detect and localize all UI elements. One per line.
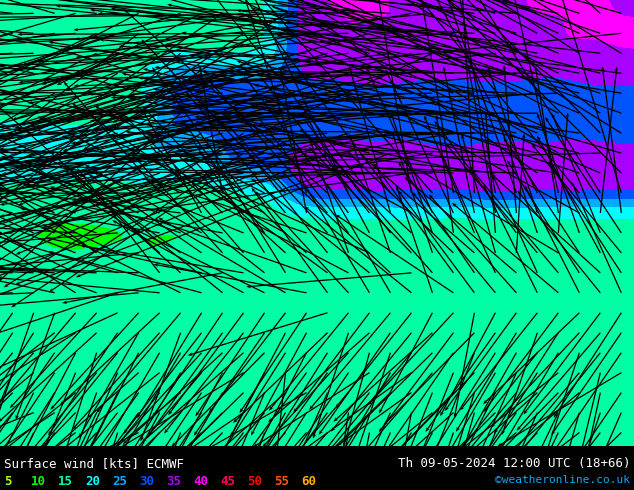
Text: 10: 10 — [31, 475, 46, 488]
Text: Surface wind [kts] ECMWF: Surface wind [kts] ECMWF — [4, 457, 184, 470]
Text: 30: 30 — [139, 475, 154, 488]
Text: 25: 25 — [112, 475, 127, 488]
Text: 15: 15 — [58, 475, 73, 488]
Text: 35: 35 — [166, 475, 181, 488]
Text: Th 09-05-2024 12:00 UTC (18+66): Th 09-05-2024 12:00 UTC (18+66) — [398, 457, 630, 470]
Text: 20: 20 — [85, 475, 100, 488]
Text: ©weatheronline.co.uk: ©weatheronline.co.uk — [495, 475, 630, 485]
Text: 5: 5 — [4, 475, 11, 488]
Text: 60: 60 — [301, 475, 316, 488]
Text: 55: 55 — [274, 475, 289, 488]
Text: 45: 45 — [220, 475, 235, 488]
Text: 50: 50 — [247, 475, 262, 488]
Text: 40: 40 — [193, 475, 208, 488]
